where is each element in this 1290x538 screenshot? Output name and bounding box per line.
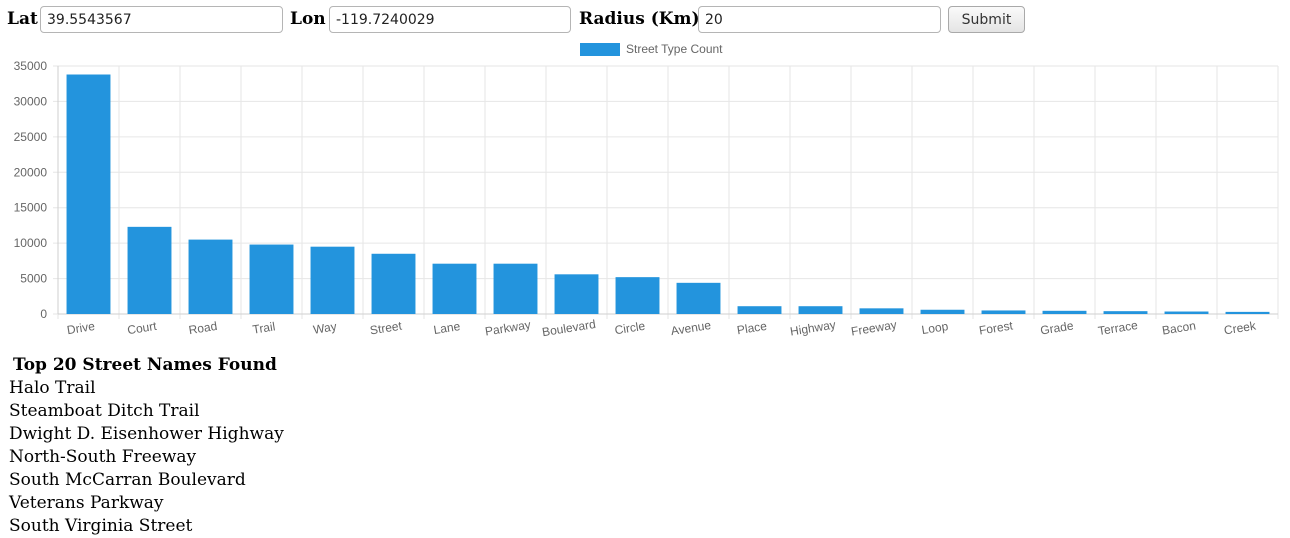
lat-input[interactable] xyxy=(40,6,283,33)
x-tick-label: Place xyxy=(736,319,768,338)
x-tick-label: Parkway xyxy=(484,318,532,339)
radius-input[interactable] xyxy=(698,6,941,33)
y-tick-label: 30000 xyxy=(14,94,48,108)
bar xyxy=(66,74,111,314)
street-list-title: Top 20 Street Names Found xyxy=(13,355,277,375)
street-list-item: Veterans Parkway xyxy=(9,493,164,513)
x-tick-label: Freeway xyxy=(850,318,898,339)
submit-button[interactable]: Submit xyxy=(948,6,1025,33)
x-tick-label: Terrace xyxy=(1097,318,1139,338)
bar xyxy=(1103,311,1148,314)
bar xyxy=(127,226,172,314)
bar xyxy=(920,309,965,314)
radius-label: Radius (Km) xyxy=(579,9,700,29)
legend-label: Street Type Count xyxy=(626,42,723,56)
bar xyxy=(1225,311,1270,314)
y-tick-label: 15000 xyxy=(14,201,48,215)
x-tick-label: Circle xyxy=(614,319,647,338)
x-tick-label: Loop xyxy=(921,319,950,337)
x-tick-label: Grade xyxy=(1039,318,1074,337)
bar xyxy=(371,253,416,314)
bar xyxy=(737,306,782,314)
bar xyxy=(1164,311,1209,314)
lon-input[interactable] xyxy=(329,6,571,33)
bar xyxy=(859,308,904,314)
street-type-chart: 0 5000 10000 15000 20000 25000 30000 35000 Drive… xyxy=(14,42,1279,339)
lat-label: Lat xyxy=(7,9,38,29)
x-tick-label: Street xyxy=(369,319,403,338)
y-tick-label: 35000 xyxy=(14,59,48,73)
bar xyxy=(493,263,538,314)
x-tick-label: Road xyxy=(188,319,219,337)
street-list-item: Halo Trail xyxy=(9,378,96,398)
bar xyxy=(798,306,843,314)
bar xyxy=(676,282,721,314)
x-tick-label: Lane xyxy=(433,319,462,337)
bar xyxy=(981,310,1026,314)
street-list: Halo Trail Steamboat Ditch Trail Dwight D.… xyxy=(9,377,284,538)
x-tick-label: Creek xyxy=(1223,318,1258,337)
bar xyxy=(432,263,477,314)
y-tick-label: 10000 xyxy=(14,236,48,250)
y-tick-label: 0 xyxy=(40,307,47,321)
x-tick-label: Trail xyxy=(251,319,276,336)
street-list-item: Dwight D. Eisenhower Highway xyxy=(9,424,284,444)
x-tick-label: Way xyxy=(312,319,337,337)
x-tick-label: Bacon xyxy=(1161,318,1197,337)
x-tick-label: Court xyxy=(126,319,158,338)
x-tick-label: Avenue xyxy=(670,318,712,338)
y-tick-label: 20000 xyxy=(14,165,48,179)
lon-label: Lon xyxy=(290,9,326,29)
x-tick-label: Boulevard xyxy=(541,317,597,339)
x-tick-label: Forest xyxy=(978,318,1014,337)
y-tick-label: 5000 xyxy=(20,272,47,286)
street-list-item: South McCarran Boulevard xyxy=(9,470,246,490)
legend-swatch xyxy=(580,43,620,56)
bar xyxy=(188,239,233,314)
street-list-item: Steamboat Ditch Trail xyxy=(9,401,200,421)
bar xyxy=(615,277,660,314)
street-list-item: South Virginia Street xyxy=(9,516,193,536)
bar xyxy=(249,244,294,314)
street-list-item: North-South Freeway xyxy=(9,447,197,467)
bar xyxy=(310,246,355,314)
x-tick-label: Drive xyxy=(66,319,96,337)
bar xyxy=(1042,310,1087,314)
y-tick-label: 25000 xyxy=(14,130,48,144)
x-tick-label: Highway xyxy=(789,318,837,339)
search-form: Lat Lon Radius (Km) Submit xyxy=(0,0,1290,40)
bar xyxy=(554,274,599,314)
